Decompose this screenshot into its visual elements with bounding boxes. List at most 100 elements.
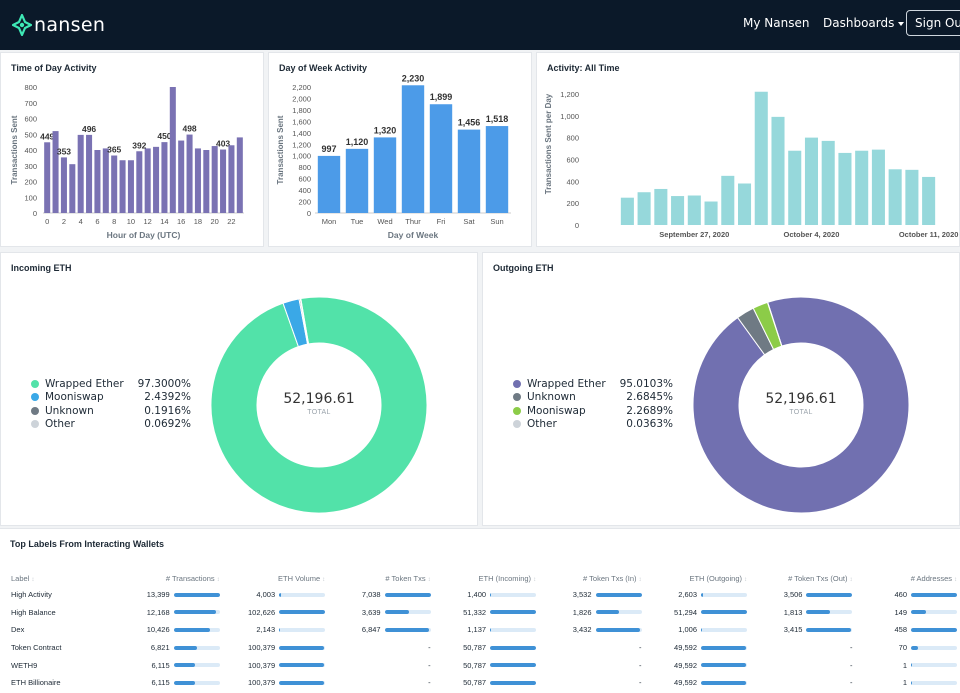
legend-dot-icon <box>31 420 39 429</box>
table-row[interactable]: Token Contract 6,821 100,379 - 50,787 - 49,592… <box>8 639 960 657</box>
table-cell: 50,787 <box>434 674 539 692</box>
table-row[interactable]: High Activity 13,399 4,003 7,038 1,400 3,532 2… <box>8 586 960 604</box>
column-header[interactable]: # Token Txs (Out) ↕ <box>750 571 855 586</box>
column-header[interactable]: Label ↕ <box>8 571 118 586</box>
legend-item[interactable]: Unknown 2.6845% <box>513 391 673 405</box>
legend-item[interactable]: Unknown 0.1916% <box>31 404 191 418</box>
cell-bar <box>384 610 431 615</box>
x-tick-label: Wed <box>377 217 392 226</box>
column-header[interactable]: ETH Volume ↕ <box>223 571 328 586</box>
table-row[interactable]: WETH9 6,115 100,379 - 50,787 - 49,592 - 1 <box>8 656 960 674</box>
cell-bar-fill <box>490 592 492 597</box>
cell-value: 50,787 <box>463 678 487 688</box>
x-tick-label: 22 <box>227 217 235 226</box>
y-tick-label: 800 <box>24 83 37 92</box>
y-tick-label: 200 <box>566 199 579 208</box>
column-header[interactable]: # Token Txs (In) ↕ <box>539 571 644 586</box>
cell-bar-fill <box>173 592 220 597</box>
table-row[interactable]: High Balance 12,168 102,626 3,639 51,332 1,82… <box>8 604 960 622</box>
table-cell: 3,415 <box>750 621 855 639</box>
table-cell: 10,426 <box>118 621 223 639</box>
cell-bar <box>490 627 537 632</box>
x-tick-label: September 27, 2020 <box>659 230 729 239</box>
dashboards-dropdown[interactable]: Dashboards <box>823 16 905 30</box>
cell-bar-fill <box>384 592 431 597</box>
table-cell: 50,787 <box>434 656 539 674</box>
cell-value: 100,379 <box>248 643 276 653</box>
column-header-label: # Token Txs <box>385 574 426 583</box>
column-header[interactable]: # Token Txs ↕ <box>328 571 433 586</box>
legend-dot-icon <box>31 393 39 402</box>
table-cell: - <box>428 643 431 653</box>
cell-bar-fill <box>279 645 325 650</box>
y-axis-title: Transactions Sent <box>10 115 19 184</box>
x-tick-label: 10 <box>127 217 135 226</box>
bar <box>127 160 134 213</box>
table-row[interactable]: Dex 10,426 2,143 6,847 1,137 3,432 1,006 3,415 4… <box>8 621 960 639</box>
legend-item[interactable]: Other 0.0363% <box>513 418 673 432</box>
cell-content: 3,639 <box>331 608 431 617</box>
cell-content: 458 <box>858 625 957 634</box>
cell-bar-fill <box>173 680 195 685</box>
legend-value: 95.0103% <box>619 377 673 390</box>
column-header[interactable]: # Addresses ↕ <box>855 571 960 586</box>
y-tick-label: 100 <box>24 193 37 202</box>
nansen-logo[interactable]: nansen <box>12 10 105 40</box>
row-label: ETH Billionaire <box>11 678 61 688</box>
x-tick-label: 18 <box>194 217 202 226</box>
bar-value-label: 365 <box>107 145 121 155</box>
legend-item[interactable]: Mooniswap 2.2689% <box>513 404 673 418</box>
bar <box>52 131 59 213</box>
table-cell: - <box>849 643 853 653</box>
sort-icon[interactable]: ↕ <box>849 577 853 583</box>
sort-icon[interactable]: ↕ <box>533 577 537 583</box>
cell-content: 70 <box>858 643 957 652</box>
table-cell: 4,003 <box>223 586 328 604</box>
bar <box>788 150 802 225</box>
cell-value: 1,006 <box>678 625 697 635</box>
cell-bar-fill <box>490 610 537 615</box>
column-header-label: # Token Txs (Out) <box>788 574 848 583</box>
table-cell: 49,592 <box>645 639 750 657</box>
column-header-label: Label <box>11 574 30 583</box>
bar <box>194 148 201 213</box>
cell-bar <box>173 627 220 632</box>
bar-value-label: 1,518 <box>486 114 509 124</box>
all-time-panel: Activity: All Time 0 200 400 600 800 1,000 1,2… <box>536 52 960 247</box>
sign-out-button[interactable]: Sign Out <box>906 10 960 36</box>
sort-icon[interactable]: ↕ <box>216 577 220 583</box>
row-label: Dex <box>11 625 25 635</box>
legend-item[interactable]: Mooniswap 2.4392% <box>31 391 191 405</box>
y-tick-label: 800 <box>298 163 311 172</box>
y-tick-label: 800 <box>566 134 579 143</box>
sort-icon[interactable]: ↕ <box>31 577 35 583</box>
row-label: WETH9 <box>11 660 38 670</box>
cell-content: 49,592 <box>648 643 747 652</box>
bar <box>804 137 819 225</box>
table-cell: 1 <box>855 674 960 692</box>
column-header[interactable]: ETH (Incoming) ↕ <box>434 571 539 586</box>
column-header[interactable]: ETH (Outgoing) ↕ <box>645 571 750 586</box>
table-row[interactable]: ETH Billionaire 6,115 100,379 - 50,787 - 49,59… <box>8 674 960 692</box>
cell-value: 4,003 <box>256 590 276 600</box>
sort-icon[interactable]: ↕ <box>954 577 957 583</box>
cell-bar <box>701 592 747 597</box>
cell-value: 2,603 <box>678 590 697 600</box>
cell-bar <box>911 680 957 685</box>
legend-item[interactable]: Other 0.0692% <box>31 418 191 432</box>
cell-bar-fill <box>173 645 198 650</box>
column-header[interactable]: # Transactions ↕ <box>118 571 223 586</box>
cell-value: 51,332 <box>463 607 487 617</box>
legend-item[interactable]: Wrapped Ether 97.3000% <box>31 377 191 391</box>
cell-bar-fill <box>490 627 491 632</box>
sort-icon[interactable]: ↕ <box>744 577 747 583</box>
legend-value: 2.2689% <box>626 404 673 417</box>
y-tick-label: 200 <box>24 178 37 187</box>
sort-icon[interactable]: ↕ <box>427 577 431 583</box>
table-cell: 6,115 <box>118 656 223 674</box>
my-nansen-link[interactable]: My Nansen <box>743 16 810 30</box>
sort-icon[interactable]: ↕ <box>638 577 642 583</box>
legend-item[interactable]: Wrapped Ether 95.0103% <box>513 377 673 391</box>
sort-icon[interactable]: ↕ <box>322 577 326 583</box>
cell-bar-fill <box>490 645 536 650</box>
